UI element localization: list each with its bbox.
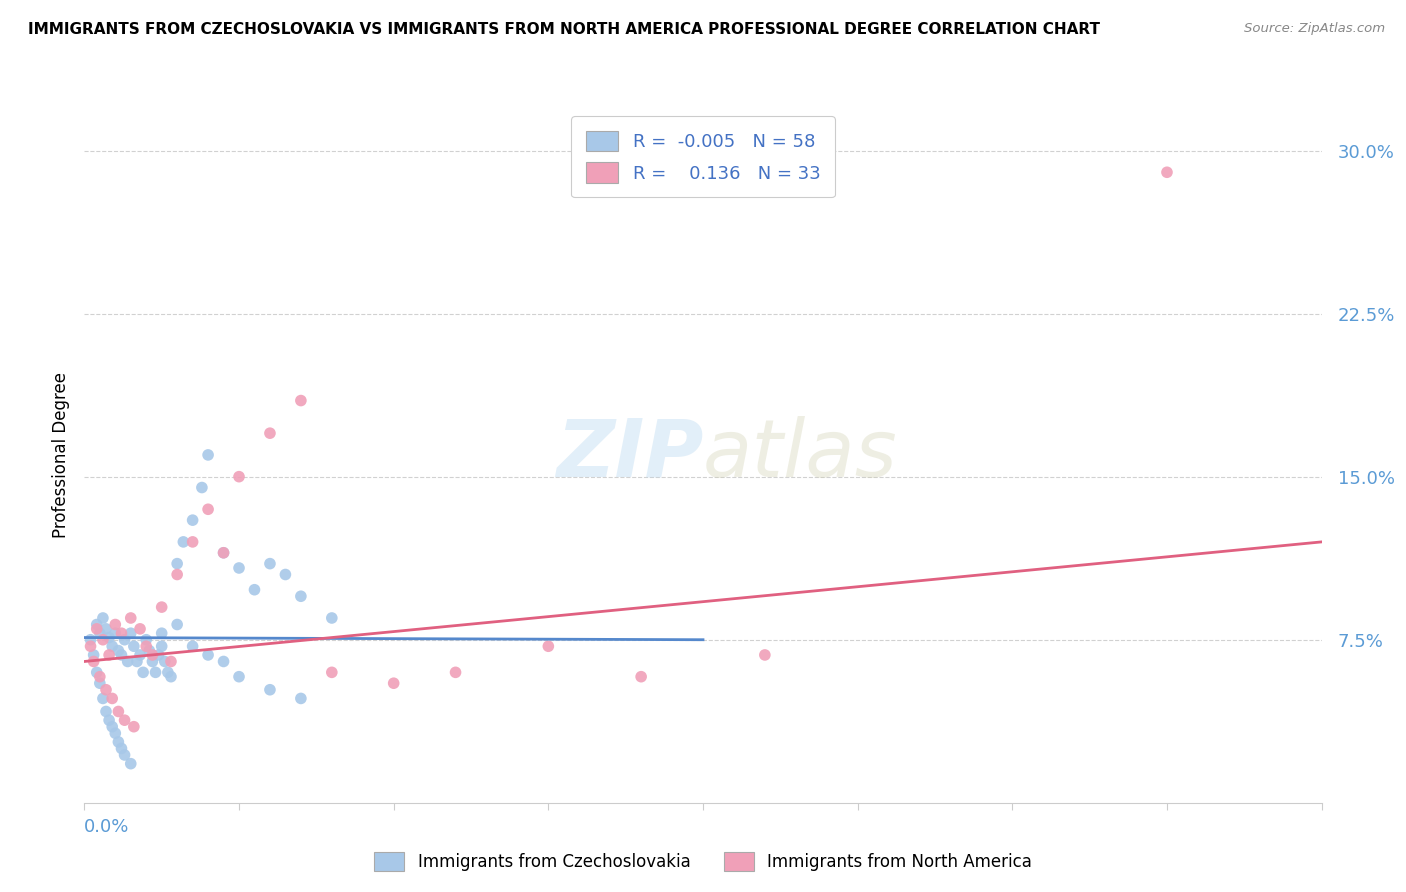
Point bbox=[101, 639, 124, 653]
Point bbox=[197, 502, 219, 516]
Point bbox=[181, 639, 204, 653]
Point bbox=[228, 561, 250, 575]
Point bbox=[122, 639, 145, 653]
Point bbox=[110, 626, 132, 640]
Point bbox=[228, 469, 250, 483]
Point bbox=[79, 632, 101, 647]
Point bbox=[101, 720, 124, 734]
Point bbox=[243, 582, 266, 597]
Point bbox=[98, 713, 121, 727]
Point bbox=[86, 665, 108, 680]
Point bbox=[110, 648, 132, 662]
Point bbox=[172, 535, 194, 549]
Point bbox=[120, 756, 142, 771]
Point bbox=[754, 648, 776, 662]
Point bbox=[114, 747, 136, 762]
Text: IMMIGRANTS FROM CZECHOSLOVAKIA VS IMMIGRANTS FROM NORTH AMERICA PROFESSIONAL DEG: IMMIGRANTS FROM CZECHOSLOVAKIA VS IMMIGR… bbox=[28, 22, 1099, 37]
Point bbox=[135, 639, 157, 653]
Point bbox=[156, 665, 179, 680]
Point bbox=[166, 557, 188, 571]
Point bbox=[129, 622, 152, 636]
Point bbox=[212, 655, 235, 669]
Point bbox=[94, 682, 117, 697]
Point bbox=[79, 639, 101, 653]
Point bbox=[145, 665, 167, 680]
Point bbox=[181, 535, 204, 549]
Point bbox=[83, 648, 105, 662]
Point bbox=[91, 691, 114, 706]
Point bbox=[91, 611, 114, 625]
Point bbox=[98, 648, 121, 662]
Text: Source: ZipAtlas.com: Source: ZipAtlas.com bbox=[1244, 22, 1385, 36]
Point bbox=[321, 665, 343, 680]
Point bbox=[132, 665, 155, 680]
Point bbox=[160, 655, 183, 669]
Point bbox=[290, 589, 312, 603]
Legend: R =  -0.005   N = 58, R =    0.136   N = 33: R = -0.005 N = 58, R = 0.136 N = 33 bbox=[571, 116, 835, 197]
Point bbox=[160, 670, 183, 684]
Point bbox=[86, 617, 108, 632]
Point bbox=[290, 691, 312, 706]
Text: atlas: atlas bbox=[703, 416, 898, 494]
Point bbox=[259, 426, 281, 441]
Point bbox=[181, 513, 204, 527]
Point bbox=[444, 665, 467, 680]
Point bbox=[98, 631, 121, 645]
Point bbox=[228, 670, 250, 684]
Legend: Immigrants from Czechoslovakia, Immigrants from North America: Immigrants from Czechoslovakia, Immigran… bbox=[366, 843, 1040, 880]
Point bbox=[141, 648, 163, 662]
Point bbox=[104, 626, 127, 640]
Y-axis label: Professional Degree: Professional Degree bbox=[52, 372, 70, 538]
Point bbox=[630, 670, 652, 684]
Point bbox=[120, 626, 142, 640]
Point bbox=[321, 611, 343, 625]
Point bbox=[114, 632, 136, 647]
Point bbox=[89, 676, 111, 690]
Point bbox=[153, 655, 176, 669]
Point bbox=[259, 682, 281, 697]
Text: 0.0%: 0.0% bbox=[84, 818, 129, 836]
Point bbox=[1156, 165, 1178, 179]
Point bbox=[117, 655, 139, 669]
Point bbox=[86, 622, 108, 636]
Point bbox=[89, 670, 111, 684]
Point bbox=[148, 648, 170, 662]
Point bbox=[138, 643, 160, 657]
Point bbox=[212, 546, 235, 560]
Point bbox=[107, 643, 129, 657]
Point bbox=[91, 632, 114, 647]
Point bbox=[135, 632, 157, 647]
Point bbox=[166, 567, 188, 582]
Point bbox=[274, 567, 297, 582]
Point bbox=[537, 639, 560, 653]
Point bbox=[125, 655, 148, 669]
Point bbox=[150, 626, 173, 640]
Point bbox=[290, 393, 312, 408]
Point bbox=[141, 655, 163, 669]
Point bbox=[166, 617, 188, 632]
Point bbox=[101, 691, 124, 706]
Point bbox=[382, 676, 405, 690]
Point bbox=[129, 648, 152, 662]
Point bbox=[114, 713, 136, 727]
Point bbox=[104, 726, 127, 740]
Point bbox=[120, 611, 142, 625]
Point bbox=[107, 735, 129, 749]
Point bbox=[89, 626, 111, 640]
Point bbox=[197, 648, 219, 662]
Point bbox=[94, 622, 117, 636]
Point bbox=[259, 557, 281, 571]
Point bbox=[94, 705, 117, 719]
Point bbox=[197, 448, 219, 462]
Point bbox=[122, 720, 145, 734]
Point bbox=[191, 481, 214, 495]
Text: ZIP: ZIP bbox=[555, 416, 703, 494]
Point bbox=[104, 617, 127, 632]
Point bbox=[150, 639, 173, 653]
Point bbox=[107, 705, 129, 719]
Point bbox=[110, 741, 132, 756]
Point bbox=[150, 600, 173, 615]
Point bbox=[212, 546, 235, 560]
Point bbox=[83, 655, 105, 669]
